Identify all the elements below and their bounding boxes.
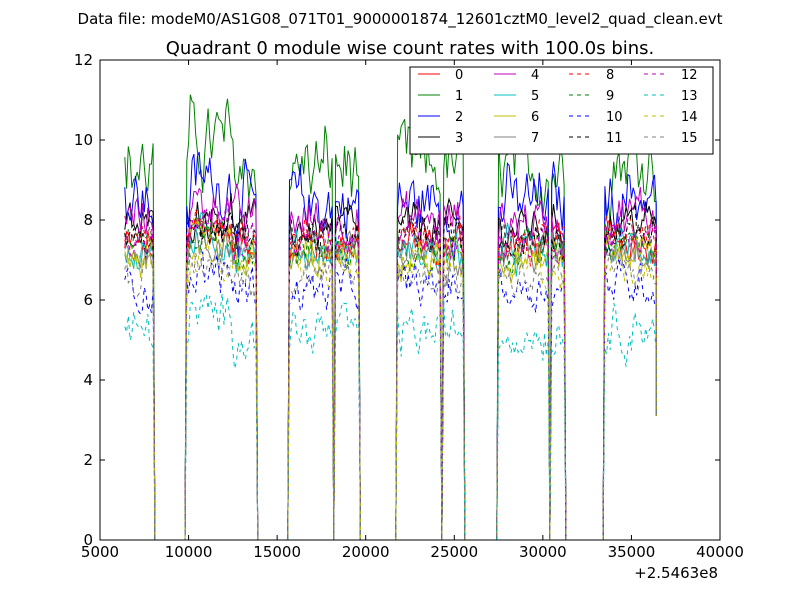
y-tick-label: 6 bbox=[83, 291, 93, 309]
legend-label-5: 5 bbox=[531, 89, 539, 104]
series-line-13 bbox=[124, 293, 657, 540]
legend-label-12: 12 bbox=[681, 68, 698, 83]
x-tick-label: 35000 bbox=[608, 543, 656, 561]
series-layer bbox=[124, 94, 657, 540]
series-line-9 bbox=[124, 218, 657, 540]
series-line-7 bbox=[124, 222, 657, 540]
ticks-layer: 5000 10000 15000 20000 25000 30000 35000 40000 0… bbox=[74, 51, 744, 561]
y-tick-label: 8 bbox=[83, 211, 93, 229]
series-line-15 bbox=[124, 245, 657, 540]
legend-label-15: 15 bbox=[681, 131, 698, 146]
legend-label-0: 0 bbox=[455, 68, 463, 83]
x-tick-label: 5000 bbox=[81, 543, 119, 561]
x-offset-label: +2.5463e8 bbox=[634, 564, 718, 582]
series-line-5 bbox=[124, 211, 657, 540]
series-line-8 bbox=[124, 208, 657, 540]
y-tick-label: 4 bbox=[83, 371, 93, 389]
x-tick-label: 40000 bbox=[696, 543, 744, 561]
chart-title: Quadrant 0 module wise count rates with … bbox=[166, 38, 655, 59]
y-tick-label: 0 bbox=[83, 531, 93, 549]
x-tick-label: 30000 bbox=[519, 543, 567, 561]
series-line-1 bbox=[124, 94, 657, 540]
legend-label-10: 10 bbox=[606, 110, 623, 125]
legend-label-6: 6 bbox=[531, 110, 539, 125]
legend-label-2: 2 bbox=[455, 110, 463, 125]
y-tick-label: 10 bbox=[74, 131, 93, 149]
x-tick-label: 25000 bbox=[430, 543, 478, 561]
legend-label-1: 1 bbox=[455, 89, 463, 104]
series-line-4 bbox=[124, 183, 657, 540]
x-tick-label: 10000 bbox=[165, 543, 213, 561]
y-tick-label: 12 bbox=[74, 51, 93, 69]
legend-label-14: 14 bbox=[681, 110, 698, 125]
legend-label-4: 4 bbox=[531, 68, 539, 83]
series-line-6 bbox=[124, 217, 657, 540]
x-tick-label: 15000 bbox=[253, 543, 301, 561]
series-line-11 bbox=[124, 203, 657, 540]
x-tick-label: 20000 bbox=[342, 543, 390, 561]
legend-label-3: 3 bbox=[455, 131, 463, 146]
series-line-3 bbox=[124, 193, 657, 540]
legend-label-13: 13 bbox=[681, 89, 698, 104]
legend-label-7: 7 bbox=[531, 131, 539, 146]
y-tick-label: 2 bbox=[83, 451, 93, 469]
legend-label-11: 11 bbox=[606, 131, 623, 146]
series-line-10 bbox=[124, 251, 657, 540]
legend-frame bbox=[409, 66, 714, 155]
legend-label-8: 8 bbox=[606, 68, 614, 83]
chart-suptitle: Data file: modeM0/AS1G08_071T01_90000018… bbox=[78, 10, 723, 29]
series-line-12 bbox=[124, 203, 657, 540]
series-line-0 bbox=[124, 218, 657, 540]
legend-label-9: 9 bbox=[606, 89, 614, 104]
